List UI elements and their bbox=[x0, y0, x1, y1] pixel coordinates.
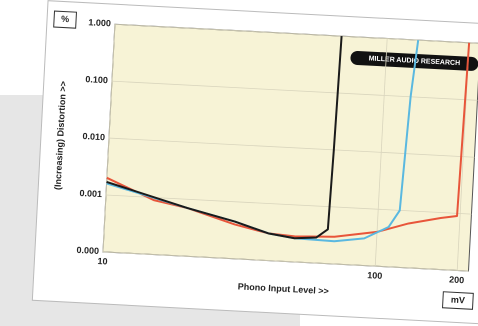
grid-line bbox=[108, 137, 475, 158]
y-tick-label: 1.000 bbox=[88, 17, 111, 28]
y-tick-label: 0.010 bbox=[82, 131, 105, 142]
unit-box bbox=[441, 291, 474, 310]
grid-line bbox=[105, 194, 472, 215]
series-line bbox=[106, 36, 343, 240]
logo bbox=[350, 50, 478, 71]
y-tick-label: 0.100 bbox=[85, 74, 108, 85]
x-unit: mV bbox=[451, 295, 466, 306]
y-unit: % bbox=[61, 14, 70, 24]
y-tick-label: 0.001 bbox=[79, 188, 102, 199]
x-tick-label: 100 bbox=[367, 270, 383, 281]
grid-line bbox=[374, 38, 388, 267]
grid-line bbox=[102, 251, 469, 272]
x-tick-label: 10 bbox=[97, 256, 108, 267]
grid-line bbox=[114, 23, 478, 44]
x-axis-title: Phono Input Level >> bbox=[238, 281, 329, 296]
x-tick-label: 200 bbox=[449, 274, 465, 285]
grid-line bbox=[111, 80, 478, 101]
grid-line bbox=[102, 24, 116, 252]
y-tick-label: 0.000 bbox=[76, 245, 99, 256]
unit-box bbox=[53, 10, 78, 29]
chart-card: % mV (Increasing) Distortion >> Phono In… bbox=[31, 0, 478, 325]
